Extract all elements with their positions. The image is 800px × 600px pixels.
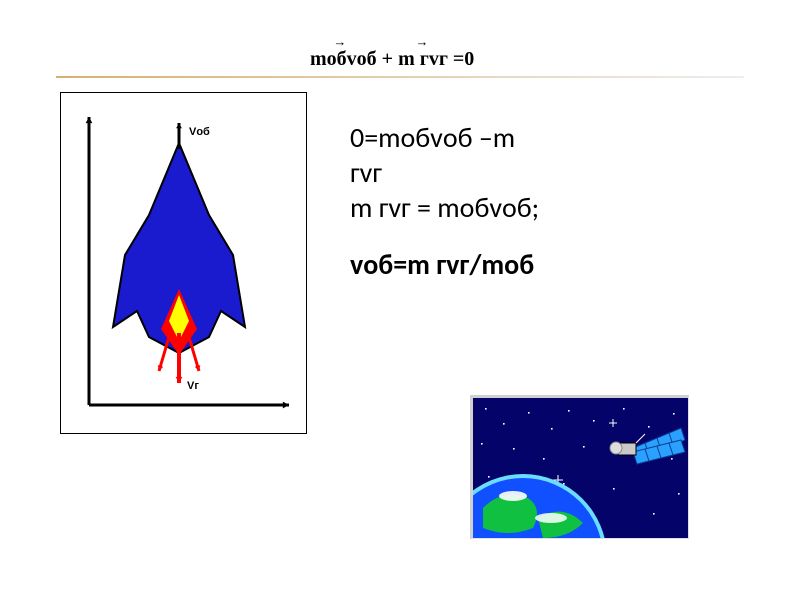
eq-line-2: гvг [350, 155, 710, 190]
op-plus: + [377, 48, 398, 70]
svg-text:Vг: Vг [187, 380, 199, 392]
equations-block: 0=mобvоб –m гvг m гvг = mобvоб; vоб=m гv… [350, 120, 710, 282]
eq-line-1: 0=mобvоб –m [350, 120, 710, 155]
rocket-svg: Vоб Vг [61, 93, 306, 433]
satellite-svg [473, 398, 688, 538]
op-eq0: =0 [448, 48, 474, 70]
vector-mgvg: m гvг [398, 48, 448, 71]
header-equation: mобvоб + m гvг =0 [310, 48, 474, 71]
svg-text:Vоб: Vоб [189, 126, 210, 138]
vector-mobvob: mобvоб [310, 48, 377, 71]
rocket-diagram: Vоб Vг [60, 92, 307, 434]
eq-line-3: m гvг = mобvоб; [350, 190, 710, 225]
satellite-panel [470, 395, 689, 539]
eq-final: vоб=m гvг/mоб [350, 247, 710, 282]
divider [56, 76, 744, 78]
